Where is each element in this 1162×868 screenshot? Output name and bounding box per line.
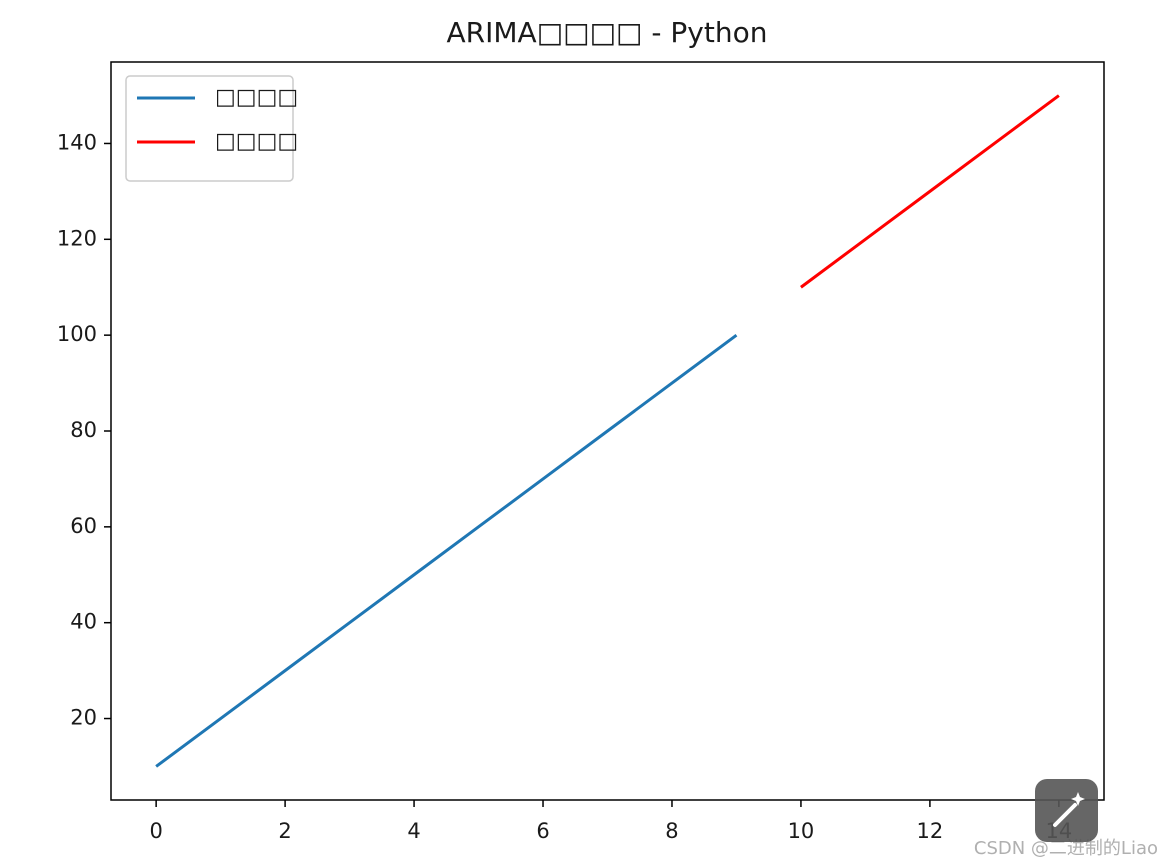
axes-frame	[110, 61, 1105, 801]
x-tick-label: 2	[278, 819, 291, 843]
watermark: CSDN @二进制的Liao	[974, 838, 1158, 859]
y-tick-label: 40	[70, 610, 97, 634]
legend-box	[125, 75, 294, 182]
magic-button[interactable]	[1035, 779, 1098, 842]
y-tick-label: 80	[70, 418, 97, 442]
legend-label: □□□□	[215, 85, 298, 110]
legend-label: □□□□	[215, 129, 298, 154]
button-bg[interactable]	[1035, 779, 1098, 842]
x-tick-label: 6	[536, 819, 549, 843]
x-tick-label: 10	[788, 819, 815, 843]
series-line	[155, 333, 738, 768]
chart-title: ARIMA□□□□ - Python	[447, 16, 768, 49]
y-tick-label: 140	[57, 130, 97, 154]
x-tick-label: 8	[665, 819, 678, 843]
legend: □□□□ □□□□	[125, 75, 298, 182]
x-tick-label: 12	[917, 819, 944, 843]
x-tick-label: 4	[407, 819, 420, 843]
wand-icon	[1053, 803, 1077, 827]
y-tick-label: 60	[70, 514, 97, 538]
y-tick-label: 120	[57, 226, 97, 250]
series-line	[800, 94, 1060, 289]
y-tick-label: 20	[70, 706, 97, 730]
x-tick-label: 0	[149, 819, 162, 843]
sparkle-icon	[1071, 792, 1085, 806]
plot-area: 0246810121420406080100120140	[57, 94, 1072, 843]
y-tick-label: 100	[57, 322, 97, 346]
